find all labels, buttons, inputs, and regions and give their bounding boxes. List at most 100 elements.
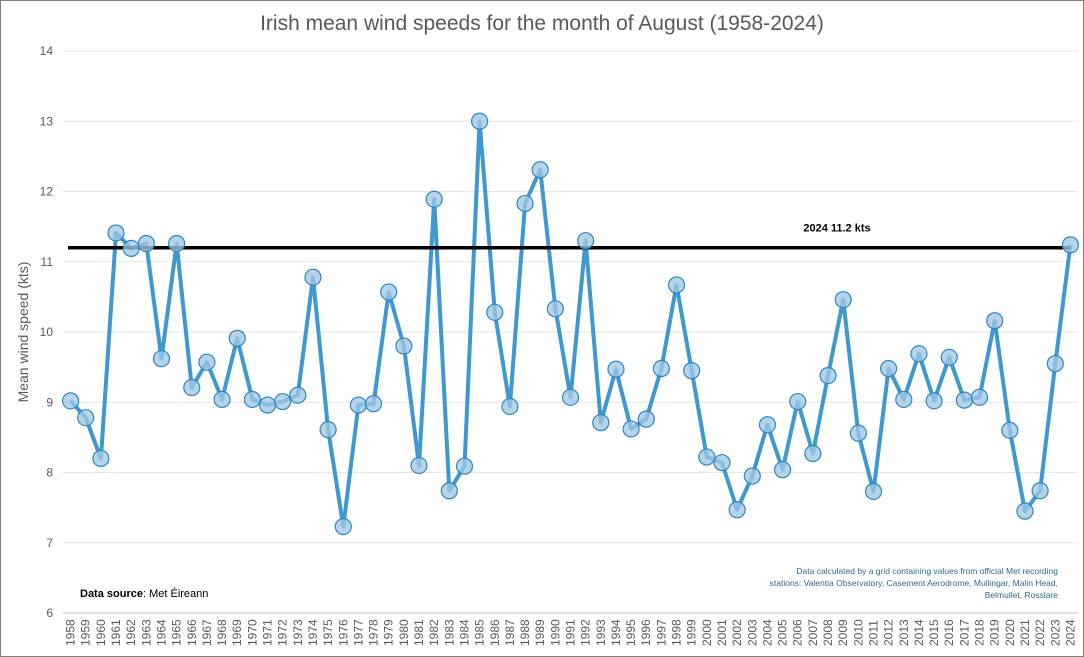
data-point: [683, 362, 701, 380]
data-point: [925, 392, 943, 410]
x-tick-label: 1975: [321, 619, 335, 646]
y-tick-label: 7: [46, 536, 53, 550]
data-point: [274, 392, 292, 411]
x-tick-label: 2019: [988, 619, 1002, 646]
data-point: [592, 414, 610, 432]
x-tick-label: 1988: [518, 619, 532, 646]
x-tick-label: 1989: [533, 619, 547, 646]
x-tick-label: 2023: [1048, 619, 1062, 646]
data-point: [1016, 502, 1034, 520]
x-tick-label: 1994: [609, 619, 623, 646]
data-point: [349, 396, 368, 414]
data-point: [622, 420, 640, 438]
data-point: [789, 392, 807, 411]
data-point: [304, 268, 322, 286]
data-point: [698, 448, 716, 466]
x-tick-label: 1967: [200, 619, 214, 646]
data-point: [61, 392, 80, 410]
x-tick-label: 1984: [457, 619, 471, 646]
data-point: [289, 386, 307, 404]
y-tick-label: 14: [40, 44, 54, 58]
data-point: [849, 424, 867, 442]
gridlines: [63, 50, 1078, 614]
x-tick-label: 2012: [882, 619, 896, 646]
x-tick-label: 1985: [473, 619, 487, 646]
y-tick-label: 13: [40, 114, 54, 128]
data-point: [804, 444, 822, 463]
data-point: [637, 410, 655, 428]
data-point: [77, 409, 95, 427]
x-tick-label: 2008: [821, 619, 835, 646]
x-tick-label: 2007: [806, 619, 820, 646]
x-tick-label: 1960: [94, 619, 108, 646]
x-tick-label: 1996: [639, 619, 653, 646]
data-point: [122, 239, 140, 258]
x-tick-label: 1991: [564, 619, 578, 646]
data-point: [546, 300, 564, 318]
x-tick-label: 1971: [261, 619, 275, 646]
x-tick-label: 2018: [973, 619, 987, 646]
x-tick-label: 2004: [760, 619, 774, 646]
y-tick-label: 8: [46, 466, 53, 480]
x-tick-label: 1965: [170, 619, 184, 646]
data-point: [334, 517, 352, 536]
x-tick-label: 1998: [670, 619, 684, 646]
x-tick-label: 1959: [79, 619, 93, 646]
x-tick-label: 1976: [336, 619, 350, 646]
methodology-note-line-1: Data calculated by a grid containing val…: [796, 566, 1058, 576]
data-point: [940, 348, 958, 366]
data-point: [168, 234, 186, 253]
data-point: [773, 461, 792, 479]
data-point: [577, 232, 595, 250]
x-tick-label: 2021: [1018, 619, 1032, 646]
x-tick-label: 2013: [897, 619, 911, 646]
data-source-value: : Met Éireann: [143, 587, 208, 600]
data-point: [819, 366, 837, 385]
x-tick-label: 2001: [715, 619, 729, 646]
data-point: [319, 421, 337, 439]
data-point: [743, 467, 761, 485]
data-point: [880, 359, 898, 378]
x-tick-label: 1964: [154, 619, 168, 646]
y-tick-label: 10: [40, 325, 54, 339]
x-tick-label: 2006: [791, 619, 805, 646]
reference-line-label: 2024 11.2 kts: [803, 223, 870, 235]
data-point: [667, 276, 686, 294]
x-tick-label: 1983: [442, 619, 456, 646]
x-tick-label: 2020: [1003, 619, 1017, 646]
x-tick-label: 1972: [276, 619, 290, 646]
data-point: [380, 283, 398, 301]
data-point: [243, 390, 261, 409]
x-tick-label: 2002: [730, 619, 744, 646]
x-tick-label: 1958: [64, 619, 78, 646]
data-point: [531, 161, 549, 179]
series-line: [69, 119, 1073, 529]
series-group: [69, 119, 1073, 529]
data-point: [1061, 236, 1080, 254]
x-tick-label: 1970: [245, 619, 259, 646]
x-tick-label: 1974: [306, 619, 320, 646]
y-tick-label: 12: [40, 185, 54, 199]
data-points: [61, 112, 1080, 536]
x-tick-label: 1999: [685, 619, 699, 646]
data-point: [410, 456, 428, 475]
x-tick-label: 1980: [397, 619, 411, 646]
x-tick-label: 1987: [503, 619, 517, 646]
x-tick-label: 1982: [427, 619, 441, 646]
data-point: [364, 395, 383, 413]
data-point: [228, 329, 246, 347]
data-point: [864, 482, 883, 501]
data-point: [834, 291, 852, 309]
x-tick-labels: 1958 1959 1960 1961 1962 1963 1964 1965 1966 1967…: [64, 619, 1078, 646]
methodology-note-line-3: Belmullet, Rosslare: [985, 590, 1058, 600]
x-tick-label: 2000: [700, 619, 714, 646]
data-source-note: Data source: Met Éireann: [80, 587, 208, 600]
x-tick-label: 1978: [367, 619, 381, 646]
x-tick-label: 1963: [139, 619, 153, 646]
x-tick-label: 2010: [851, 619, 865, 646]
data-point: [728, 501, 746, 519]
data-point: [970, 388, 989, 406]
data-point: [395, 337, 413, 355]
x-tick-label: 1986: [488, 619, 502, 646]
